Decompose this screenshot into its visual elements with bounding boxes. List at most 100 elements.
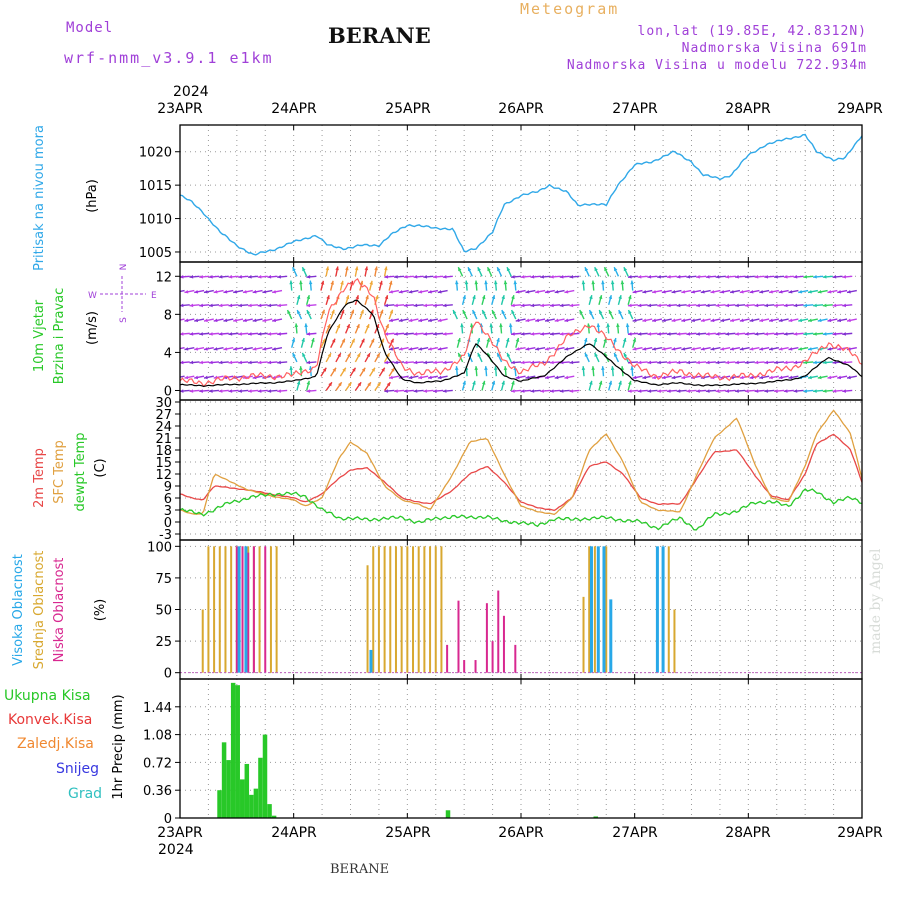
wind-arrow [344,295,350,306]
wind-arrow [588,380,593,391]
wind-arrow [325,381,333,391]
wind-arrow [296,294,301,306]
wind-arrow [598,380,603,391]
wind-arrow [277,303,288,308]
wind-arrow [301,266,308,277]
wind-arrow [310,337,315,348]
year-top: 2024 [173,84,209,100]
compass-n: N [119,264,129,271]
wind-arrow [384,381,391,391]
wind-arrow [418,318,429,323]
cloud-ytick-label: 75 [155,572,172,587]
wind-arrow [598,309,605,320]
wind-arrow [180,375,185,378]
wind-arrow [496,266,503,277]
wind-arrow [637,360,648,365]
wind-arrow [500,294,505,306]
cloud_high-bar [655,546,659,673]
wind-arrow [489,323,494,334]
wind-arrow [846,318,857,323]
wind-arrow [764,303,775,308]
model-name: wrf-nmm_v3.9.1 e1km [64,49,274,67]
wind-arrow [774,275,785,279]
wind-arrow [617,380,622,391]
wind-arrow [720,346,731,351]
wind-arrow [213,346,224,351]
wind-arrow [754,389,765,393]
wind-arrow [720,289,731,294]
cloud_low-bar [247,552,250,673]
wind-arrow [272,289,283,294]
precip-legend-freezing: Zaledj.Kisa [17,736,94,752]
precip-unit: 1hr Precip (mm) [111,694,126,799]
wind-arrow [484,366,488,377]
wind-arrow [325,295,330,306]
wind-speed-line [179,299,863,388]
cloud_mid-bar [400,546,403,673]
wind-arrow [774,303,785,308]
wind-arrow [535,289,546,294]
wind-arrow [725,303,736,308]
pressure-ytick-label: 1010 [139,213,172,228]
wind-arrow [705,275,716,279]
wind-arrow [345,352,352,363]
wind-arrow [413,275,424,279]
wind-arrow [530,332,541,336]
wind-arrow [510,389,522,393]
wind-arrow [437,318,448,323]
wind-arrow [374,266,378,277]
cloud_high-bar [244,546,248,673]
wind-arrow [696,303,707,308]
wind-arrow [788,375,799,380]
wind-arrow [306,360,317,365]
wind-arrow [505,337,510,348]
wind-arrow [710,289,721,294]
wind-arrow [292,352,298,363]
wind-arrow [218,360,229,365]
wind-arrow [491,309,497,320]
wind-arrow [378,280,383,291]
wind-arrow [359,338,365,348]
wind-arrow [510,275,522,279]
wind-arrow [506,352,512,363]
wind-arrow [308,280,313,291]
wind-arrow [591,366,595,377]
cloud_mid-bar [582,596,585,673]
wind-arrow [344,266,349,277]
wind-arrow [715,389,726,393]
wind-arrow [725,332,736,336]
wind-arrow [208,332,220,336]
cloud_high-bar [596,546,600,673]
wind-arrow [832,303,843,308]
wind-arrow [642,289,653,294]
wind-arrow [647,360,658,365]
wind-arrow [294,323,299,334]
wind-arrow [807,375,818,380]
wind-arrow [503,280,508,291]
wind-arrow [413,360,424,365]
cloud_mid-bar [429,546,432,673]
wind-arrow [471,380,476,391]
wind-arrow [749,318,760,323]
precip-bar [235,685,240,818]
wind-arrow [676,332,687,336]
wind-arrow [774,332,785,336]
precip-bar [593,816,599,818]
wind-arrow [306,309,312,320]
wind-arrow [632,346,643,351]
wind-arrow [696,332,707,336]
wind-arrow [586,323,591,334]
precip-bar [253,788,259,818]
wind-arrow [744,303,755,308]
wind-arrow [627,389,638,393]
wind-arrow [330,367,337,377]
wind-arrow [744,360,755,365]
wind-arrow [289,280,293,291]
cloud_mid-bar [230,546,233,673]
wind-arrow [228,360,239,365]
wind-arrow [647,332,658,336]
wind-arrow [754,275,765,279]
wind-arrow [408,289,419,294]
wind-arrow [180,346,185,350]
wind-arrow [666,389,677,393]
